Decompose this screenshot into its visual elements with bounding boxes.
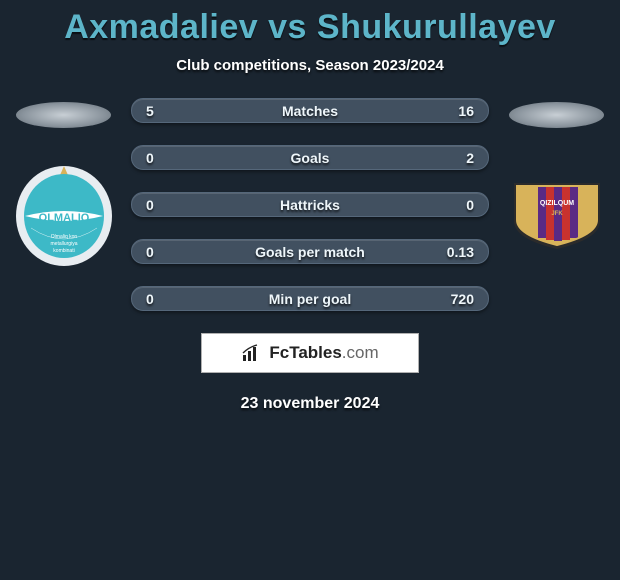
svg-text:OLMALIQ: OLMALIQ [38, 212, 89, 224]
stat-bar-goals: 0 Goals 2 [131, 145, 489, 170]
player-shadow-left [16, 102, 111, 128]
stat-label: Matches [132, 103, 488, 119]
stat-label: Min per goal [132, 291, 488, 307]
svg-text:kombinati: kombinati [53, 248, 74, 254]
olmaliq-badge-icon: OLMALIQ Olmaliq kon metallurgiya kombina… [15, 158, 113, 268]
stat-label: Hattricks [132, 197, 488, 213]
qizilqum-badge-icon: QIZILQUM JFK [508, 173, 606, 253]
stat-right-value: 720 [451, 291, 474, 307]
brand-text: FcTables.com [269, 343, 378, 363]
card-root: Axmadaliev vs Shukurullayev Club competi… [0, 0, 620, 413]
stat-bar-hattricks: 0 Hattricks 0 [131, 192, 489, 217]
svg-text:Olmaliq kon: Olmaliq kon [50, 234, 77, 240]
svg-text:JFK: JFK [551, 211, 563, 217]
stat-bar-mpg: 0 Min per goal 720 [131, 286, 489, 311]
player-shadow-right [509, 102, 604, 128]
page-title: Axmadaliev vs Shukurullayev [0, 8, 620, 47]
stat-bar-matches: 5 Matches 16 [131, 98, 489, 123]
stat-right-value: 0 [466, 197, 474, 213]
page-subtitle: Club competitions, Season 2023/2024 [0, 57, 620, 74]
stat-bar-gpm: 0 Goals per match 0.13 [131, 239, 489, 264]
stat-right-value: 2 [466, 150, 474, 166]
stats-column: 5 Matches 16 0 Goals 2 0 Hattricks 0 0 G… [131, 98, 489, 311]
right-club-badge: QIZILQUM JFK [508, 158, 606, 268]
left-player-col: OLMALIQ Olmaliq kon metallurgiya kombina… [6, 98, 121, 268]
svg-text:metallurgiya: metallurgiya [50, 241, 77, 247]
stat-right-value: 0.13 [447, 244, 474, 260]
left-club-badge: OLMALIQ Olmaliq kon metallurgiya kombina… [15, 158, 113, 268]
stat-label: Goals [132, 150, 488, 166]
stat-label: Goals per match [132, 244, 488, 260]
bar-chart-icon [241, 343, 263, 363]
stat-right-value: 16 [458, 103, 474, 119]
right-player-col: QIZILQUM JFK [499, 98, 614, 268]
fctables-link[interactable]: FcTables.com [201, 333, 419, 373]
main-row: OLMALIQ Olmaliq kon metallurgiya kombina… [0, 98, 620, 311]
svg-text:QIZILQUM: QIZILQUM [539, 200, 573, 207]
date-line: 23 november 2024 [0, 395, 620, 413]
